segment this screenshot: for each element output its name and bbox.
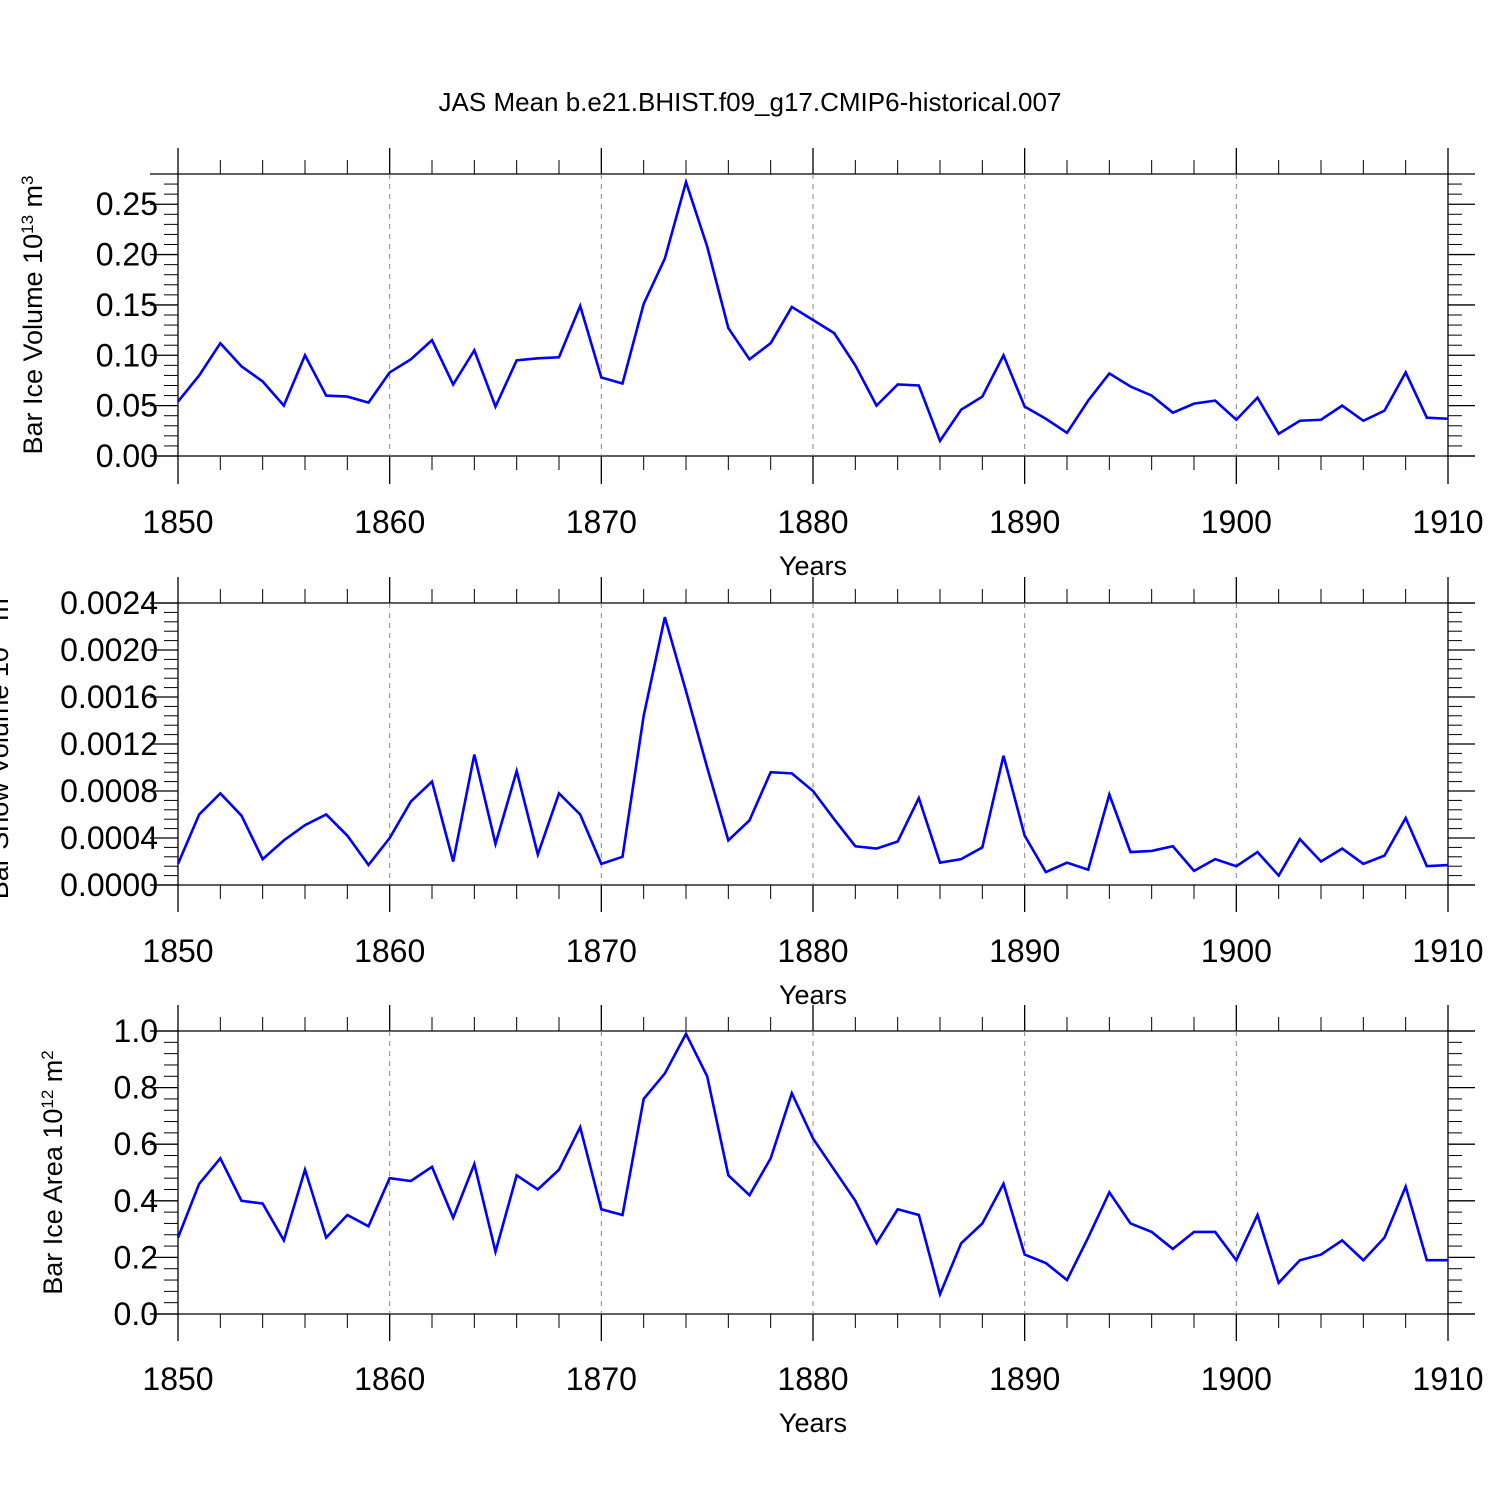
y-tick-label: 0.0	[114, 1296, 158, 1332]
y-axis-title-superscript: 2	[38, 1050, 57, 1059]
y-tick-label: 0.4	[114, 1183, 158, 1219]
y-tick-label: 1.0	[114, 1013, 158, 1049]
y-axis-title-superscript: 3	[0, 589, 3, 598]
series-line	[176, 1030, 1448, 1299]
x-tick-label: 1890	[989, 504, 1060, 540]
x-tick-label: 1870	[566, 1361, 637, 1397]
y-tick-label: 0.6	[114, 1126, 158, 1162]
x-tick-label: 1850	[142, 504, 213, 540]
y-axis-title-text: Bar Snow Volume 10	[0, 647, 14, 899]
y-tick-label: 0.25	[96, 186, 158, 222]
chart-panel-3: 1850 1860 1870 1880 1890 1900 1910 0.0 0.2 0.4 0.6…	[38, 1005, 1484, 1438]
y-tick-label: 0.0012	[60, 726, 158, 762]
y-tick-label: 0.15	[96, 287, 158, 323]
y-axis-title-text: m	[38, 1060, 68, 1090]
x-tick-label: 1900	[1201, 504, 1272, 540]
y-tick-label: 0.20	[96, 237, 158, 273]
x-tick-label: 1850	[142, 1361, 213, 1397]
x-tick-label: 1860	[354, 504, 425, 540]
y-tick-label: 0.8	[114, 1070, 158, 1106]
y-axis-title: Bar Snow Volume 1013 m3	[0, 589, 14, 900]
x-tick-label: 1870	[566, 504, 637, 540]
x-tick-label: 1880	[777, 504, 848, 540]
y-axis-title: Bar Ice Area 1012 m2	[38, 1050, 69, 1295]
y-tick-label: 0.0020	[60, 632, 158, 668]
x-tick-label: 1900	[1201, 933, 1272, 969]
y-axis-title-superscript: 3	[18, 175, 37, 184]
y-axis-title-text: Bar Ice Volume 10	[18, 234, 48, 455]
y-axis-title-text: m	[18, 185, 48, 215]
x-tick-label: 1890	[989, 933, 1060, 969]
x-axis-title: Years	[779, 1408, 847, 1438]
x-axis-title: Years	[779, 551, 847, 581]
x-tick-label: 1910	[1412, 504, 1483, 540]
y-tick-label: 0.10	[96, 337, 158, 373]
y-tick-label: 0.00	[96, 438, 158, 474]
y-axis-title-superscript: 12	[38, 1090, 57, 1109]
x-tick-label: 1880	[777, 1361, 848, 1397]
x-tick-label: 1880	[777, 933, 848, 969]
chart-panel-2: 1850 1860 1870 1880 1890 1900 1910 0.0000 0.0004…	[0, 577, 1484, 1010]
chart-title: JAS Mean b.e21.BHIST.f09_g17.CMIP6-histo…	[439, 87, 1062, 117]
y-axis-title-superscript: 13	[18, 215, 37, 234]
y-tick-label: 0.05	[96, 388, 158, 424]
series-line	[176, 177, 1449, 444]
x-tick-label: 1850	[142, 933, 213, 969]
x-tick-label: 1900	[1201, 1361, 1272, 1397]
y-tick-label: 0.0004	[60, 820, 158, 856]
x-tick-label: 1910	[1412, 933, 1483, 969]
y-tick-label: 0.0008	[60, 773, 158, 809]
x-tick-label: 1870	[566, 933, 637, 969]
series-line	[176, 616, 1449, 878]
x-tick-label: 1860	[354, 1361, 425, 1397]
y-tick-label: 0.0024	[60, 585, 158, 621]
y-axis-title-superscript: 13	[0, 628, 3, 647]
y-tick-label: 0.2	[114, 1239, 158, 1275]
x-tick-label: 1910	[1412, 1361, 1483, 1397]
y-axis-title: Bar Ice Volume 1013 m3	[18, 175, 49, 454]
x-tick-label: 1890	[989, 1361, 1060, 1397]
y-tick-label: 0.0016	[60, 679, 158, 715]
chart-panel-1: 1850 1860 1870 1880 1890 1900 1910 0.00 0.05 0.10…	[18, 148, 1484, 581]
y-tick-label: 0.0000	[60, 867, 158, 903]
y-axis-title-text: Bar Ice Area 10	[38, 1109, 68, 1295]
y-axis-title-text: m	[0, 598, 14, 628]
x-tick-label: 1860	[354, 933, 425, 969]
